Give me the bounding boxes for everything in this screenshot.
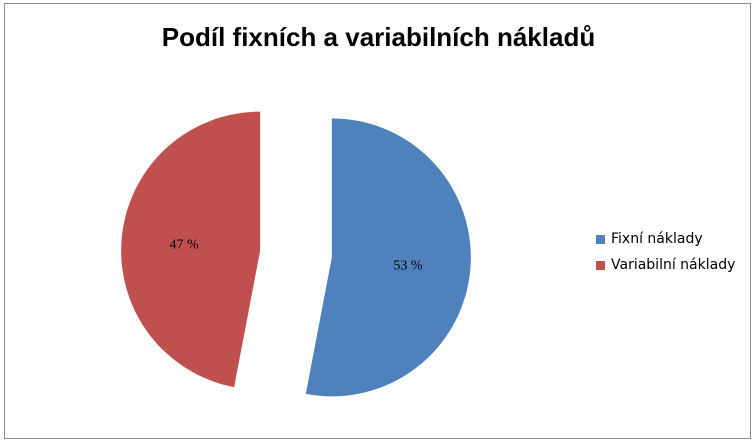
data-label-0: 53 % [393,259,423,274]
legend-label-variabilni: Variabilní náklady [611,257,736,273]
chart-title: Podíl fixních a variabilních nákladů [161,22,596,52]
pie-chart: 53 % 47 % [121,111,471,397]
data-label-1: 47 % [169,237,199,252]
legend-item-variabilni: Variabilní náklady [596,252,735,278]
legend-swatch-variabilni [596,260,605,270]
legend: Fixní náklady Variabilní náklady [596,226,735,278]
legend-swatch-fixni [596,234,605,244]
chart-area: Podíl fixních a variabilních nákladů 53 … [4,3,751,439]
pie-slice-0 [305,118,471,397]
legend-label-fixni: Fixní náklady [611,231,703,247]
pie-slice-1 [121,111,261,388]
legend-item-fixni: Fixní náklady [596,226,735,252]
